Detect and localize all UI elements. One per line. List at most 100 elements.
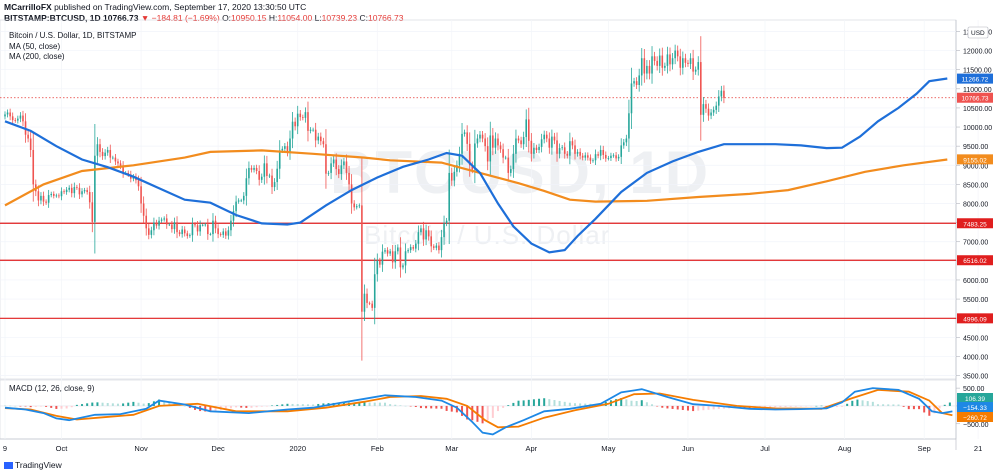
candle-body [402,265,404,268]
candle-body [463,132,466,134]
macd-axis-badge [957,412,993,422]
low-label: L: [314,13,322,23]
candle-body [17,118,19,121]
candle-body [640,58,643,76]
candle-body [412,247,415,249]
macd-histogram-bar [871,401,874,406]
macd-histogram-bar [378,402,381,406]
macd-histogram-bar [686,405,689,411]
candle-body [443,223,445,238]
symbol-line: BITSTAMP:BTCUSD, 1D 10766.73 ▼ −184.81 (… [4,13,403,23]
legend-title: Bitcoin / U.S. Dollar, 1D, BITSTAMP [9,31,137,40]
candle-body [666,54,669,66]
candle-body [137,180,140,187]
candle-body [422,228,425,240]
macd-histogram-bar [255,405,258,408]
price-tick-label: 8000.00 [963,202,988,209]
macd-histogram-bar [271,405,274,407]
candle-body [240,200,243,202]
candle-body [376,260,379,275]
price-tick-label: 10000.00 [963,125,992,132]
candle-body [643,58,646,74]
macd-axis-badge-label: −154.33 [963,405,987,412]
macd-histogram-bar [841,405,844,407]
macd-histogram-bar [532,399,535,406]
candle-body [235,201,237,212]
candle-body [4,114,6,117]
macd-histogram-bar [615,399,618,406]
macd-histogram-bar [789,405,792,407]
macd-histogram-bar [281,404,284,406]
candle-body [438,245,440,251]
candle-body [160,219,163,221]
macd-histogram-bar [440,405,443,409]
candle-body [181,229,183,235]
macd-legend[interactable]: MACD (12, 26, close, 9) [9,384,95,393]
time-tick-label: Oct [56,444,69,453]
price-tick-label: 12000.00 [963,49,992,56]
candle-body [70,187,73,194]
macd-histogram-bar [496,405,499,412]
macd-histogram-bar [902,405,905,407]
legend-ma200[interactable]: MA (200, close) [9,52,65,61]
symbol-name[interactable]: BITSTAMP:BTCUSD, 1D [4,13,101,23]
macd-histogram-bar [722,405,725,409]
candle-body [589,157,592,161]
candle-body [682,58,684,68]
candle-body [268,175,271,177]
grid-lines [0,19,979,450]
currency-badge [967,26,989,39]
macd-histogram-bar [461,405,464,416]
macd-histogram-bar [543,398,546,406]
candle-body [456,165,458,172]
candle-body [617,156,620,159]
macd-histogram-bar [168,402,171,406]
macd-histogram-bar [55,405,58,409]
candle-body [687,62,689,64]
price-axis-badge-label: 11266.72 [962,77,989,84]
candle-body [155,222,158,226]
author-name[interactable]: MCarrilloFX [4,2,52,12]
macd-histogram-bar [409,405,412,407]
candle-body [284,146,286,149]
candle-body [58,195,60,197]
candle-body [335,159,338,170]
macd-histogram-bar [640,400,643,406]
close-value: 10766.73 [368,13,404,23]
candle-body [209,234,212,235]
macd-histogram-bar [645,402,648,406]
macd-histogram-bar [933,405,936,414]
candle-body [214,220,217,229]
macd-histogram-bar [764,405,766,408]
candle-body [492,135,494,148]
candle-body [615,155,617,159]
legend-ma50[interactable]: MA (50, close) [9,41,61,51]
candle-body [676,50,679,57]
candle-body [101,151,104,157]
candle-body [525,119,528,137]
candle-body [566,153,569,156]
candle-body [201,224,204,226]
candle-body [353,203,355,208]
macd-axis-badge [957,393,993,403]
candle-body [458,153,461,166]
macd-histogram-bar [866,401,869,406]
price-tick-label: 7000.00 [963,240,988,247]
candle-body [343,161,345,166]
candle-body [204,224,207,226]
candle-body [435,245,438,248]
level-price-badge [957,313,993,324]
candle-body [720,90,723,97]
publish-line: MCarrilloFX published on TradingView.com… [4,2,306,12]
macd-histogram-bar [548,399,551,406]
last-price: 10766.73 [103,13,139,23]
candle-body [212,220,214,235]
candle-body [199,224,201,232]
macd-histogram-bar [425,405,428,409]
candle-body [407,250,409,252]
candle-body [258,171,260,180]
candle-body [635,81,638,85]
candle-body [700,62,702,115]
candle-body [278,150,281,169]
